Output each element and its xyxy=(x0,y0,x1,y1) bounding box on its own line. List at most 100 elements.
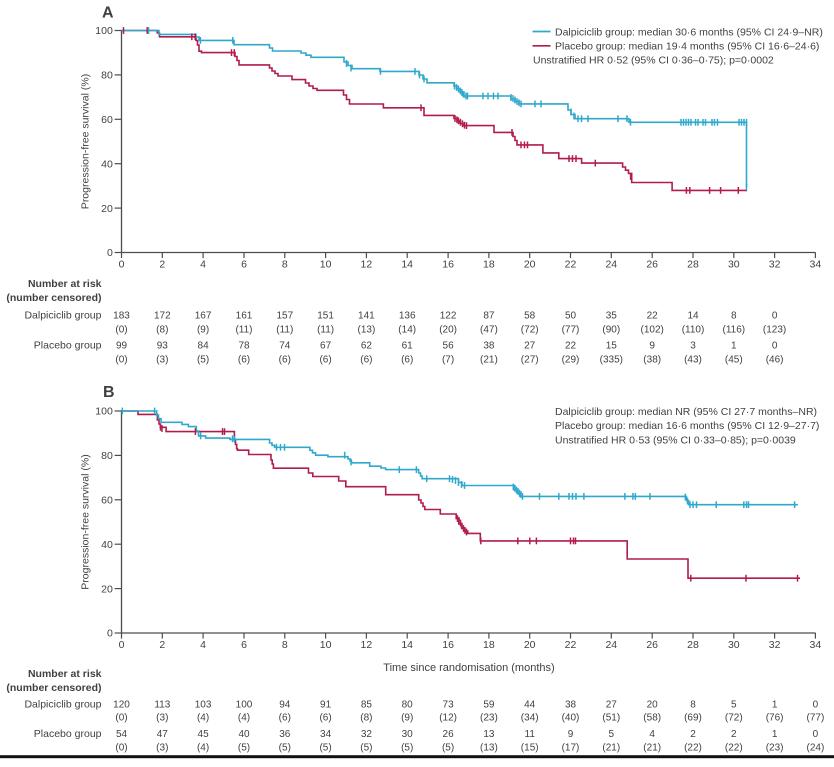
svg-text:85: 85 xyxy=(361,699,373,710)
svg-text:(6): (6) xyxy=(360,355,372,366)
svg-text:(7): (7) xyxy=(442,355,454,366)
svg-text:27: 27 xyxy=(606,699,618,710)
svg-text:1: 1 xyxy=(731,341,737,352)
svg-text:(34): (34) xyxy=(521,713,539,724)
svg-text:80: 80 xyxy=(101,450,113,462)
svg-text:14: 14 xyxy=(401,639,413,651)
svg-text:(5): (5) xyxy=(197,355,209,366)
svg-text:141: 141 xyxy=(358,311,375,322)
svg-text:15: 15 xyxy=(606,341,618,352)
svg-text:Dalpiciclib group: Dalpiciclib group xyxy=(24,310,101,322)
svg-text:(5): (5) xyxy=(238,742,250,753)
svg-text:(21): (21) xyxy=(602,742,620,753)
svg-text:8: 8 xyxy=(282,639,288,651)
svg-text:(5): (5) xyxy=(360,742,372,753)
svg-text:10: 10 xyxy=(320,259,332,271)
svg-text:183: 183 xyxy=(113,311,130,322)
svg-text:Progression-free survival (%): Progression-free survival (%) xyxy=(80,454,92,589)
svg-text:(0): (0) xyxy=(115,355,127,366)
svg-text:151: 151 xyxy=(317,311,334,322)
svg-text:(4): (4) xyxy=(197,713,209,724)
svg-text:(72): (72) xyxy=(521,325,539,336)
svg-text:80: 80 xyxy=(101,70,113,82)
svg-text:0: 0 xyxy=(119,259,125,271)
svg-text:34: 34 xyxy=(810,259,822,271)
svg-text:40: 40 xyxy=(238,729,250,740)
svg-text:1: 1 xyxy=(772,699,778,710)
svg-text:22: 22 xyxy=(647,311,659,322)
svg-text:(38): (38) xyxy=(643,355,661,366)
svg-text:(6): (6) xyxy=(279,713,291,724)
svg-text:136: 136 xyxy=(399,311,416,322)
svg-text:6: 6 xyxy=(241,639,247,651)
svg-text:Dalpiciclib group: median NR (: Dalpiciclib group: median NR (95% CI 27·… xyxy=(555,406,817,418)
svg-text:80: 80 xyxy=(402,699,414,710)
svg-text:5: 5 xyxy=(609,729,615,740)
svg-text:0: 0 xyxy=(813,699,819,710)
svg-text:35: 35 xyxy=(606,311,618,322)
svg-text:0: 0 xyxy=(119,639,125,651)
svg-text:26: 26 xyxy=(646,259,658,271)
svg-text:59: 59 xyxy=(483,699,495,710)
svg-text:62: 62 xyxy=(361,341,373,352)
svg-text:(76): (76) xyxy=(766,713,784,724)
svg-text:A: A xyxy=(102,4,114,21)
svg-text:20: 20 xyxy=(647,699,659,710)
svg-text:(6): (6) xyxy=(319,355,331,366)
svg-text:2: 2 xyxy=(159,639,165,651)
svg-text:(43): (43) xyxy=(684,355,702,366)
svg-text:99: 99 xyxy=(116,341,128,352)
svg-text:161: 161 xyxy=(236,311,253,322)
svg-text:34: 34 xyxy=(320,729,332,740)
svg-text:14: 14 xyxy=(687,311,699,322)
svg-text:0: 0 xyxy=(772,311,778,322)
svg-text:3: 3 xyxy=(690,341,696,352)
svg-text:(21): (21) xyxy=(643,742,661,753)
svg-text:(46): (46) xyxy=(766,355,784,366)
svg-text:67: 67 xyxy=(320,341,332,352)
svg-text:84: 84 xyxy=(198,341,210,352)
svg-text:45: 45 xyxy=(198,729,210,740)
svg-text:20: 20 xyxy=(524,639,536,651)
svg-text:32: 32 xyxy=(769,639,781,651)
svg-text:36: 36 xyxy=(279,729,291,740)
svg-text:20: 20 xyxy=(101,583,113,595)
svg-text:(23): (23) xyxy=(766,742,784,753)
svg-text:13: 13 xyxy=(483,729,495,740)
svg-text:Unstratified HR 0·52 (95% CI 0: Unstratified HR 0·52 (95% CI 0·36–0·75);… xyxy=(533,54,774,66)
svg-text:(15): (15) xyxy=(521,742,539,753)
svg-text:78: 78 xyxy=(238,341,250,352)
svg-text:12: 12 xyxy=(361,259,373,271)
svg-text:30: 30 xyxy=(728,639,740,651)
svg-text:9: 9 xyxy=(568,729,574,740)
svg-text:(0): (0) xyxy=(115,713,127,724)
svg-text:(69): (69) xyxy=(684,713,702,724)
svg-text:74: 74 xyxy=(279,341,291,352)
svg-text:8: 8 xyxy=(731,311,737,322)
svg-text:(8): (8) xyxy=(360,713,372,724)
svg-text:167: 167 xyxy=(195,311,212,322)
svg-text:Placebo group: Placebo group xyxy=(34,340,102,352)
svg-text:32: 32 xyxy=(769,259,781,271)
svg-text:(3): (3) xyxy=(156,742,168,753)
svg-text:Unstratified HR 0·53 (95% CI 0: Unstratified HR 0·53 (95% CI 0·33–0·85);… xyxy=(555,435,796,447)
svg-text:(51): (51) xyxy=(602,713,620,724)
svg-text:Dalpiciclib group: Dalpiciclib group xyxy=(24,698,101,710)
svg-text:Placebo group: median 16·6 mon: Placebo group: median 16·6 months (95% C… xyxy=(555,420,819,432)
svg-text:B: B xyxy=(103,384,115,401)
svg-text:18: 18 xyxy=(483,639,495,651)
svg-text:(5): (5) xyxy=(401,742,413,753)
svg-text:(11): (11) xyxy=(235,325,252,336)
svg-text:8: 8 xyxy=(690,699,696,710)
svg-text:(24): (24) xyxy=(807,742,825,753)
svg-text:87: 87 xyxy=(483,311,495,322)
svg-text:(23): (23) xyxy=(480,713,498,724)
svg-text:60: 60 xyxy=(101,114,113,126)
svg-text:(4): (4) xyxy=(197,742,209,753)
svg-text:26: 26 xyxy=(443,729,455,740)
svg-text:14: 14 xyxy=(401,259,413,271)
svg-text:100: 100 xyxy=(236,699,253,710)
svg-text:93: 93 xyxy=(157,341,169,352)
svg-text:(11): (11) xyxy=(276,325,293,336)
svg-text:(77): (77) xyxy=(807,713,825,724)
